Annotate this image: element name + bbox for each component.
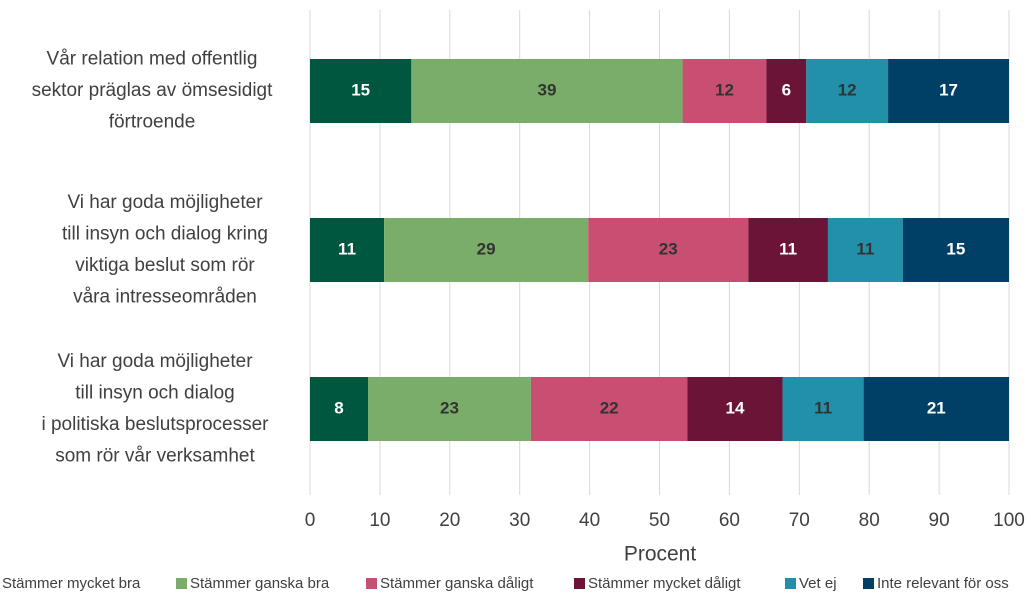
x-tick-label: 10 xyxy=(369,510,390,531)
y-tick-label: Vi har goda möjligheter till insyn och di… xyxy=(62,192,268,308)
data-label: 11 xyxy=(338,239,356,258)
x-tick-label: 100 xyxy=(993,510,1025,531)
x-tick-label: 30 xyxy=(509,510,530,531)
legend-label: Vet ej xyxy=(799,575,837,592)
data-label: 23 xyxy=(440,398,459,417)
x-tick-label: 80 xyxy=(859,510,880,531)
bar-segment xyxy=(682,59,767,123)
legend-swatch xyxy=(366,578,377,589)
data-label: 8 xyxy=(334,398,343,417)
data-label: 11 xyxy=(814,398,832,417)
data-label: 15 xyxy=(351,80,370,99)
bar-segment xyxy=(310,377,369,441)
legend-label: Stämmer ganska dåligt xyxy=(380,575,534,592)
bar-segment xyxy=(902,218,1009,282)
bar-segment xyxy=(310,59,412,123)
legend-label: Inte relevant för oss xyxy=(877,575,1009,592)
data-label: 15 xyxy=(946,239,965,258)
bar-segment xyxy=(827,218,903,282)
bar-segment xyxy=(863,377,1009,441)
legend-swatch xyxy=(574,578,585,589)
bar-segment xyxy=(310,218,385,282)
bar-segment xyxy=(588,218,749,282)
data-label: 6 xyxy=(782,80,791,99)
x-tick-label: 60 xyxy=(719,510,740,531)
legend-swatch xyxy=(785,578,796,589)
legend-swatch xyxy=(863,578,874,589)
data-label: 29 xyxy=(477,239,496,258)
bar-segment xyxy=(748,218,828,282)
x-tick-label: 20 xyxy=(439,510,460,531)
legend-swatch xyxy=(176,578,187,589)
x-tick-label: 40 xyxy=(579,510,600,531)
bar-segment xyxy=(888,59,1009,123)
data-label: 21 xyxy=(927,398,946,417)
x-tick-label: 90 xyxy=(929,510,950,531)
x-tick-label: 50 xyxy=(649,510,670,531)
data-label: 17 xyxy=(939,80,958,99)
bar-segment xyxy=(530,377,688,441)
bar-segment xyxy=(782,377,864,441)
data-label: 14 xyxy=(726,398,745,417)
legend-label: Stämmer mycket dåligt xyxy=(588,575,741,592)
bar-segment xyxy=(766,59,807,123)
data-label: 12 xyxy=(715,80,734,99)
data-label: 39 xyxy=(538,80,557,99)
x-tick-label: 0 xyxy=(305,510,316,531)
legend-label: Stämmer ganska bra xyxy=(190,575,330,592)
y-tick-label: Vår relation med offentlig sektor präglas… xyxy=(32,49,273,133)
legend-label: Stämmer mycket bra xyxy=(2,575,141,592)
x-axis-label: Procent xyxy=(624,543,697,566)
data-label: 22 xyxy=(600,398,619,417)
bar-segment xyxy=(687,377,783,441)
bar-segment xyxy=(806,59,889,123)
data-label: 11 xyxy=(856,239,874,258)
y-tick-label: Vi har goda möjligheter till insyn och di… xyxy=(41,351,269,467)
bar-segment xyxy=(368,377,531,441)
bar-segment xyxy=(411,59,683,123)
data-label: 12 xyxy=(838,80,857,99)
x-tick-label: 70 xyxy=(789,510,810,531)
bar-segment xyxy=(384,218,589,282)
data-label: 23 xyxy=(659,239,678,258)
data-label: 11 xyxy=(779,239,797,258)
